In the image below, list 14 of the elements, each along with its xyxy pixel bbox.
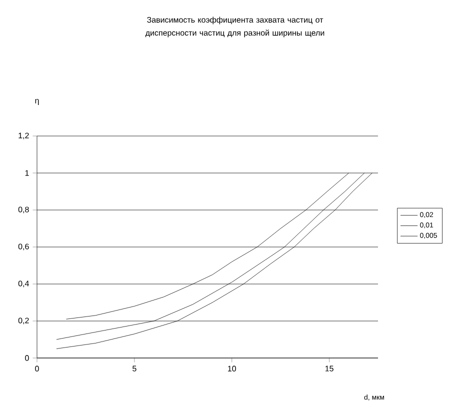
y-tick-label: 0,2: [18, 318, 29, 324]
chart-title: Зависимость коэффициента захвата частиц от дисперсности частиц для разной ширины щели: [145, 16, 324, 38]
x-tick-label: 15: [325, 366, 334, 372]
x-tick-label: 5: [132, 366, 136, 372]
y-tick-label: 0: [25, 355, 29, 361]
x-tick-label: 0: [35, 366, 39, 372]
y-tick-label: 0,6: [18, 244, 29, 250]
y-tick-label: 1: [25, 170, 29, 176]
y-tick-label: 0,4: [18, 280, 29, 288]
y-tick-label: 0,8: [18, 206, 29, 214]
x-tick-label: 10: [228, 366, 236, 372]
y-axis-title: η: [35, 99, 39, 105]
line-series: [66, 172, 349, 320]
y-tick-label: 1,2: [18, 132, 29, 140]
